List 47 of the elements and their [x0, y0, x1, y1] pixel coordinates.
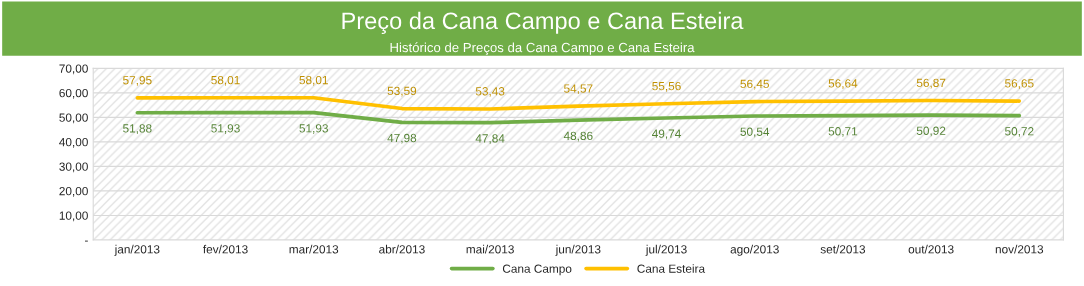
data-label: 51,93 [211, 124, 240, 134]
x-tick-label: fev/2013 [203, 244, 248, 254]
y-tick-label: 10,00 [59, 211, 88, 222]
data-label: 50,72 [1005, 127, 1034, 137]
y-tick-label: 70,00 [59, 64, 88, 75]
x-tick-label: out/2013 [908, 244, 954, 254]
chart-title: Preço da Cana Campo e Cana Esteira [342, 11, 744, 34]
y-tick-label: 30,00 [59, 162, 88, 173]
data-label: 50,71 [828, 127, 858, 137]
legend-label: Cana Campo [502, 264, 572, 276]
data-label: 57,95 [123, 76, 152, 86]
x-tick-label: ago/2013 [730, 244, 779, 256]
x-tick-label: mar/2013 [289, 244, 339, 254]
line-series [135, 95, 1022, 111]
y-tick-label: 60,00 [59, 88, 88, 99]
data-label: 56,87 [916, 78, 946, 89]
x-tick-label: jul/2013 [645, 244, 687, 256]
data-label: 58,01 [211, 75, 240, 86]
data-label: 47,84 [475, 134, 505, 144]
data-label: 51,93 [299, 124, 328, 134]
data-label: 51,88 [123, 124, 152, 134]
line-series [135, 110, 1022, 125]
y-tick-label: - [84, 240, 88, 242]
y-tick-label: 50,00 [59, 113, 88, 124]
data-label: 49,74 [652, 129, 681, 140]
chart-subtitle: Histórico de Preços da Cana Campo e Cana Esteira [390, 42, 695, 55]
data-label: 50,92 [916, 126, 946, 137]
data-label: 48,86 [563, 131, 593, 142]
data-label: 56,64 [828, 79, 858, 89]
x-tick-label: mai/2013 [466, 244, 514, 254]
data-label: 55,56 [652, 81, 681, 92]
x-tick-label: abr/2013 [379, 244, 425, 254]
y-tick-label: 40,00 [59, 137, 88, 148]
data-label: 56,45 [740, 79, 769, 90]
x-tick-label: jun/2013 [555, 244, 601, 256]
data-label: 53,43 [475, 87, 505, 97]
x-tick-label: jan/2013 [114, 244, 160, 256]
legend-label: Cana Esteira [637, 264, 706, 273]
data-label: 47,98 [387, 133, 417, 144]
data-label: 58,01 [299, 75, 328, 86]
y-tick-label: 20,00 [59, 186, 88, 197]
x-tick-label: set/2013 [820, 244, 866, 254]
data-label: 53,59 [387, 86, 417, 97]
data-label: 56,65 [1005, 79, 1034, 89]
data-label: 50,54 [740, 127, 770, 138]
data-label: 54,57 [564, 84, 593, 95]
x-tick-label: nov/2013 [995, 244, 1044, 254]
